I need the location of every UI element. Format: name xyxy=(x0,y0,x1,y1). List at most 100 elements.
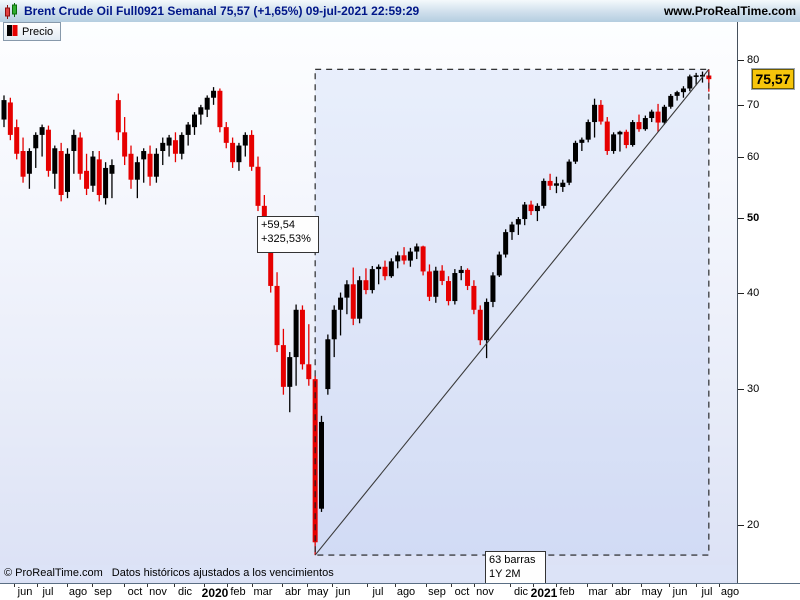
candle-week-21[interactable] xyxy=(134,156,140,199)
candle-week-1[interactable] xyxy=(7,97,13,141)
candle-week-73[interactable] xyxy=(465,268,471,291)
candle-week-52[interactable] xyxy=(331,305,337,358)
candle-week-78[interactable] xyxy=(496,251,502,278)
candle-week-77[interactable] xyxy=(490,272,496,308)
candle-week-66[interactable] xyxy=(420,245,426,276)
candle-week-67[interactable] xyxy=(426,264,432,302)
candle-week-60[interactable] xyxy=(382,260,388,281)
candle-week-30[interactable] xyxy=(192,112,197,135)
candle-week-33[interactable] xyxy=(211,87,217,105)
candle-week-109[interactable] xyxy=(693,72,699,86)
candle-week-2[interactable] xyxy=(14,119,20,160)
tab-precio[interactable]: Precio xyxy=(3,22,62,41)
candle-week-68[interactable] xyxy=(433,266,439,303)
candle-week-25[interactable] xyxy=(160,137,166,166)
candle-week-6[interactable] xyxy=(39,124,45,157)
candle-week-76[interactable] xyxy=(484,298,490,359)
candle-week-81[interactable] xyxy=(515,217,521,235)
candle-week-79[interactable] xyxy=(503,229,509,258)
candle-week-106[interactable] xyxy=(674,90,680,101)
candle-week-38[interactable] xyxy=(242,132,248,157)
candle-week-84[interactable] xyxy=(534,203,540,222)
candle-week-101[interactable] xyxy=(642,115,648,131)
candle-week-70[interactable] xyxy=(446,276,451,306)
candle-week-91[interactable] xyxy=(579,137,585,152)
candle-week-95[interactable] xyxy=(604,117,610,155)
candle-week-85[interactable] xyxy=(541,178,547,209)
candle-week-108[interactable] xyxy=(687,74,693,92)
candle-week-83[interactable] xyxy=(528,200,534,216)
candle-week-59[interactable] xyxy=(376,264,382,285)
candle-week-20[interactable] xyxy=(128,145,134,189)
candle-week-71[interactable] xyxy=(452,269,458,305)
candle-week-45[interactable] xyxy=(287,352,293,413)
candle-week-10[interactable] xyxy=(65,148,70,199)
candle-week-56[interactable] xyxy=(357,276,363,324)
chart-canvas[interactable]: © ProRealTime.com Datos históricos ajust… xyxy=(0,22,737,583)
candle-week-44[interactable] xyxy=(280,328,286,395)
candle-week-99[interactable] xyxy=(630,120,636,147)
candle-week-62[interactable] xyxy=(395,251,401,269)
candle-week-63[interactable] xyxy=(401,247,407,265)
candle-week-54[interactable] xyxy=(344,280,350,315)
candle-week-16[interactable] xyxy=(103,162,109,205)
candle-week-103[interactable] xyxy=(655,103,661,132)
candle-week-34[interactable] xyxy=(217,88,223,133)
candle-week-50[interactable] xyxy=(319,415,324,512)
candle-week-51[interactable] xyxy=(325,334,331,395)
candle-week-98[interactable] xyxy=(623,129,629,149)
candle-week-13[interactable] xyxy=(84,153,90,196)
candle-week-39[interactable] xyxy=(249,130,255,171)
candle-week-74[interactable] xyxy=(471,280,477,315)
candle-week-19[interactable] xyxy=(122,117,128,166)
candle-week-48[interactable] xyxy=(306,324,312,386)
candle-week-4[interactable] xyxy=(26,148,32,189)
trend-line[interactable] xyxy=(314,68,710,556)
candle-week-7[interactable] xyxy=(45,125,51,177)
candle-week-46[interactable] xyxy=(293,304,299,386)
candle-week-96[interactable] xyxy=(611,132,617,154)
candle-week-69[interactable] xyxy=(439,265,445,286)
candle-week-58[interactable] xyxy=(369,265,375,294)
candle-week-12[interactable] xyxy=(77,132,83,180)
candle-week-65[interactable] xyxy=(414,243,420,260)
candle-week-31[interactable] xyxy=(198,104,204,125)
candle-week-47[interactable] xyxy=(299,305,305,370)
candle-week-55[interactable] xyxy=(350,267,356,326)
price-axis[interactable]: 75,57 80 70 60 50 40 30 20 xyxy=(737,22,800,583)
candle-week-40[interactable] xyxy=(255,156,261,212)
candle-week-5[interactable] xyxy=(33,132,39,168)
candle-week-0[interactable] xyxy=(1,95,7,128)
candle-week-107[interactable] xyxy=(680,86,686,98)
candle-week-17[interactable] xyxy=(109,159,115,199)
candle-week-8[interactable] xyxy=(52,145,58,189)
candle-week-80[interactable] xyxy=(509,221,515,240)
candle-week-37[interactable] xyxy=(236,142,242,171)
candle-week-15[interactable] xyxy=(96,151,102,202)
candle-week-22[interactable] xyxy=(141,148,147,183)
candle-week-104[interactable] xyxy=(661,104,667,125)
candle-week-61[interactable] xyxy=(388,258,394,278)
candle-week-72[interactable] xyxy=(458,265,464,281)
candle-week-18[interactable] xyxy=(115,93,121,141)
candle-week-32[interactable] xyxy=(204,95,210,118)
candle-week-90[interactable] xyxy=(573,140,578,164)
candle-week-3[interactable] xyxy=(20,137,26,183)
candle-week-53[interactable] xyxy=(338,292,344,336)
price-measure-annotation[interactable]: +59,54 +325,53% xyxy=(257,216,319,253)
candle-week-43[interactable] xyxy=(274,272,280,353)
candle-week-87[interactable] xyxy=(553,176,559,194)
candle-week-89[interactable] xyxy=(566,159,572,186)
candle-week-29[interactable] xyxy=(185,122,191,146)
candle-week-36[interactable] xyxy=(230,137,236,168)
candle-week-86[interactable] xyxy=(547,173,553,191)
candle-week-26[interactable] xyxy=(166,134,172,157)
candle-week-24[interactable] xyxy=(153,148,159,183)
candle-week-75[interactable] xyxy=(477,305,483,346)
candle-week-11[interactable] xyxy=(71,129,77,174)
candle-week-102[interactable] xyxy=(649,109,655,123)
candle-week-93[interactable] xyxy=(592,98,598,138)
candle-week-64[interactable] xyxy=(407,247,413,267)
candle-week-28[interactable] xyxy=(179,132,185,160)
candle-week-88[interactable] xyxy=(560,179,566,192)
